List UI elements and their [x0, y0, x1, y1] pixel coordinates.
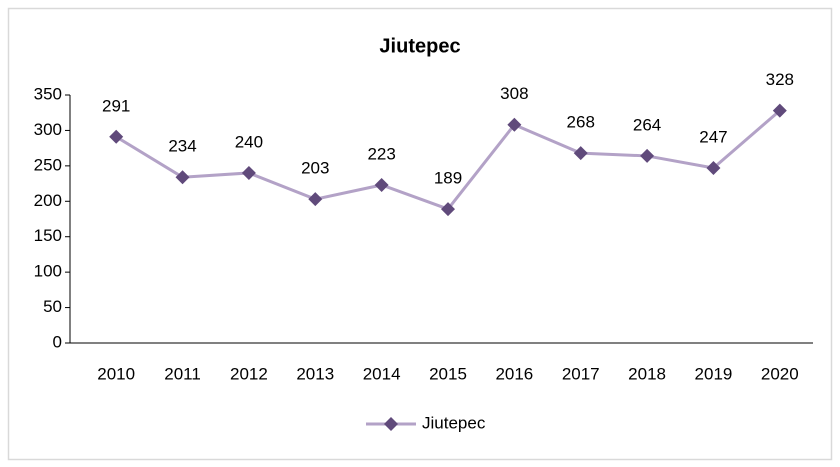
- chart-frame: [7, 7, 833, 461]
- data-label: 240: [235, 132, 263, 151]
- point-marker: [640, 148, 655, 163]
- point-marker: [772, 103, 787, 118]
- x-tick-label: 2016: [495, 364, 533, 383]
- legend-marker: [384, 417, 398, 431]
- y-tick-label: 100: [34, 262, 62, 281]
- x-tick-label: 2012: [230, 364, 268, 383]
- y-tick-label: 200: [34, 191, 62, 210]
- y-tick-label: 250: [34, 155, 62, 174]
- point-marker: [109, 129, 124, 144]
- y-tick-label: 50: [43, 297, 62, 316]
- y-tick-label: 300: [34, 120, 62, 139]
- point-marker: [573, 146, 588, 161]
- x-tick-label: 2020: [761, 364, 799, 383]
- point-marker: [241, 165, 256, 180]
- x-tick-label: 2015: [429, 364, 467, 383]
- point-marker: [374, 177, 389, 192]
- data-label: 189: [434, 169, 462, 188]
- data-label: 268: [567, 113, 595, 132]
- x-tick-label: 2019: [695, 364, 733, 383]
- point-marker: [706, 160, 721, 175]
- data-label: 291: [102, 96, 130, 115]
- x-tick-label: 2018: [628, 364, 666, 383]
- data-label: 264: [633, 115, 661, 134]
- x-tick-label: 2014: [363, 364, 401, 383]
- x-tick-label: 2013: [296, 364, 334, 383]
- data-label: 308: [500, 84, 528, 103]
- y-tick-label: 350: [34, 84, 62, 103]
- x-tick-label: 2011: [164, 364, 201, 383]
- legend-label: Jiutepec: [422, 413, 486, 432]
- x-tick-label: 2010: [97, 364, 135, 383]
- data-label: 234: [168, 137, 196, 156]
- y-tick-label: 0: [53, 332, 62, 351]
- data-label: 223: [367, 144, 395, 163]
- point-marker: [175, 170, 190, 185]
- data-label: 247: [699, 127, 727, 146]
- point-marker: [308, 192, 323, 207]
- x-tick-label: 2017: [562, 364, 600, 383]
- y-tick-label: 150: [34, 226, 62, 245]
- point-marker: [507, 117, 522, 132]
- data-label: 203: [301, 159, 329, 178]
- chart-title: Jiutepec: [379, 35, 460, 57]
- point-marker: [441, 202, 455, 217]
- data-label: 328: [766, 70, 794, 89]
